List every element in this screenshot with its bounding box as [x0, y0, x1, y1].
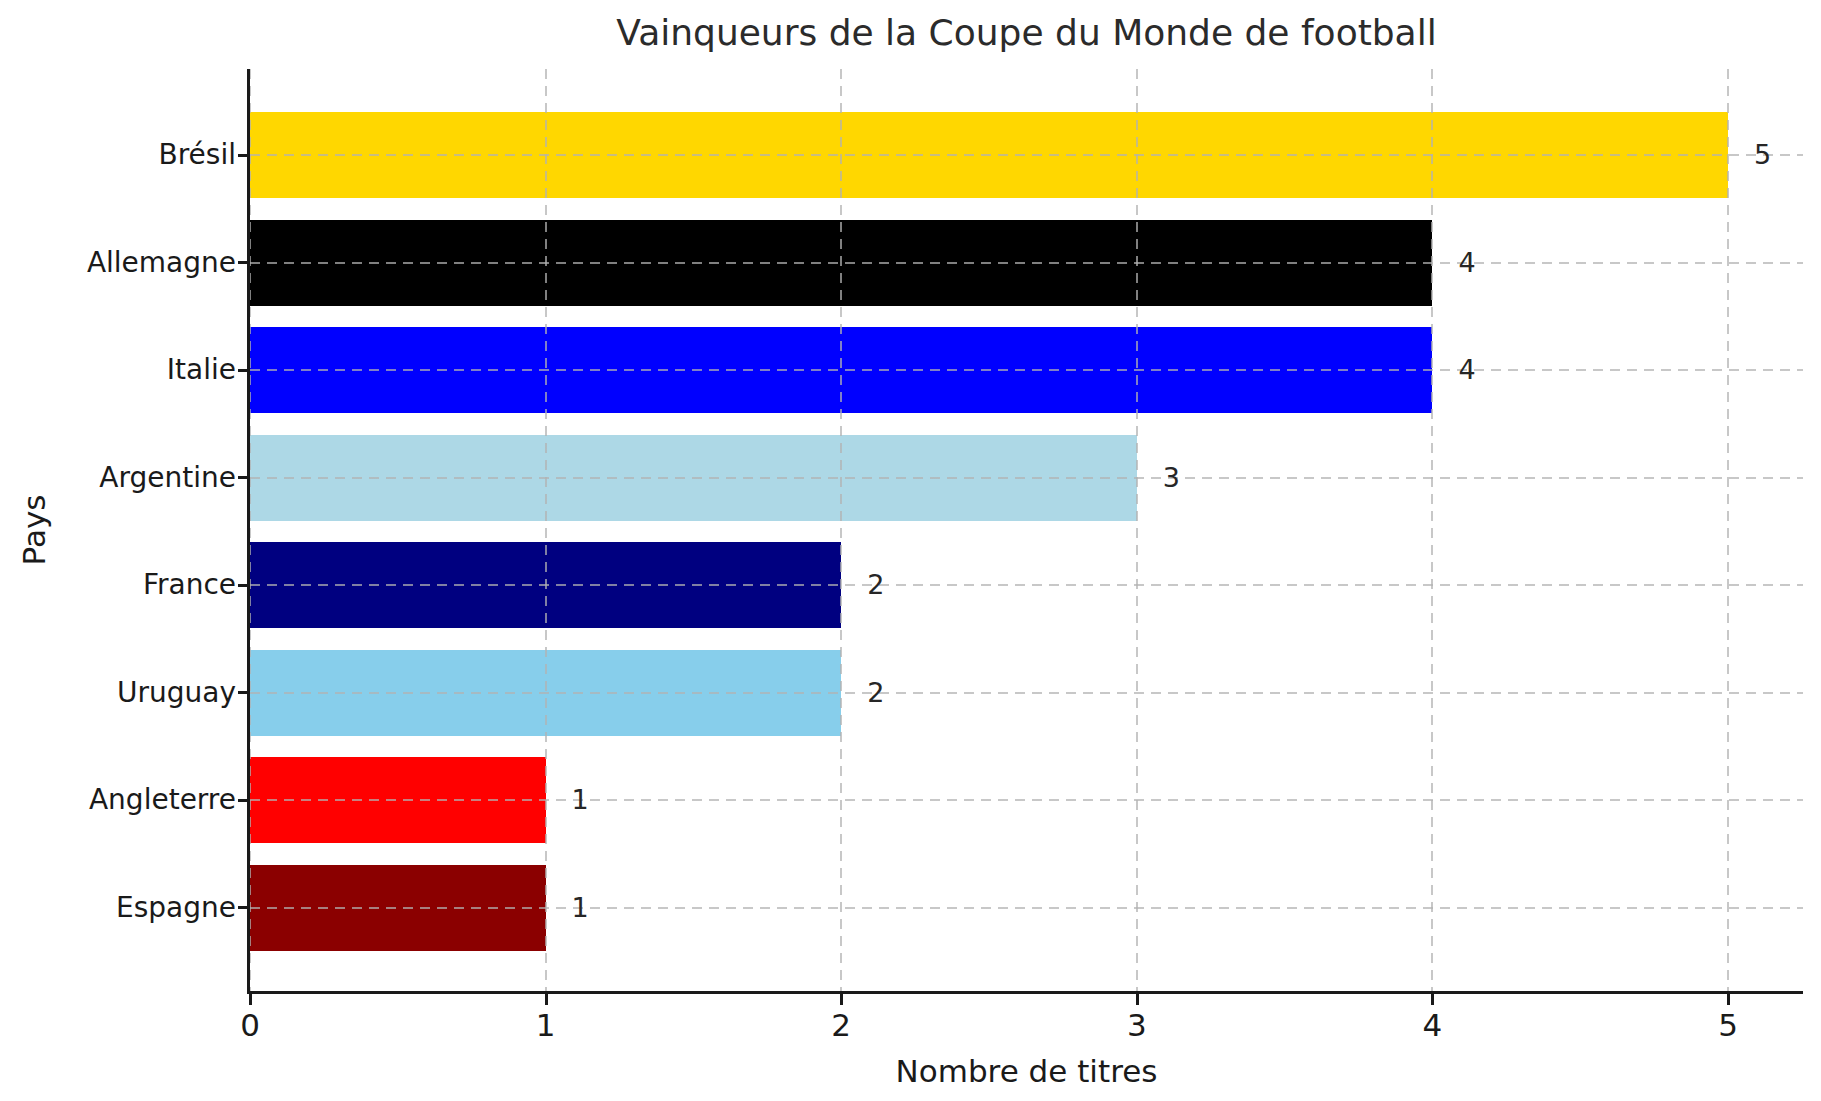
chart-title: Vainqueurs de la Coupe du Monde de footb… — [250, 10, 1803, 56]
y-tick-mark — [238, 799, 250, 802]
x-gridline — [840, 69, 842, 991]
bar-value-label: 2 — [867, 675, 884, 711]
x-tick-mark — [545, 993, 548, 1005]
bar-value-label: 1 — [572, 782, 589, 818]
y-gridline — [250, 477, 1803, 479]
y-tick-label: Allemagne — [0, 243, 236, 283]
y-gridline — [250, 154, 1803, 156]
x-gridline — [1136, 69, 1138, 991]
y-tick-mark — [238, 369, 250, 372]
y-gridline — [250, 262, 1803, 264]
y-tick-label: France — [0, 565, 236, 605]
bar-value-label: 3 — [1163, 460, 1180, 496]
x-gridline — [545, 69, 547, 991]
x-tick-mark — [1727, 993, 1730, 1005]
y-gridline — [250, 907, 1803, 909]
bar-value-label: 5 — [1754, 137, 1771, 173]
x-axis-spine — [247, 991, 1803, 994]
y-tick-label: Italie — [0, 350, 236, 390]
y-tick-label: Brésil — [0, 135, 236, 175]
y-tick-label: Angleterre — [0, 780, 236, 820]
x-tick-label: 3 — [1097, 1005, 1177, 1045]
y-axis-spine — [247, 69, 250, 994]
x-tick-mark — [249, 993, 252, 1005]
y-tick-mark — [238, 584, 250, 587]
x-tick-mark — [1136, 993, 1139, 1005]
y-tick-mark — [238, 906, 250, 909]
x-tick-label: 0 — [210, 1005, 290, 1045]
y-axis-label: Pays — [16, 495, 52, 566]
y-gridline — [250, 369, 1803, 371]
x-gridline — [1727, 69, 1729, 991]
x-axis-label: Nombre de titres — [250, 1050, 1803, 1092]
bar-value-label: 4 — [1458, 245, 1475, 281]
bar-value-label: 2 — [867, 567, 884, 603]
y-tick-mark — [238, 154, 250, 157]
bar-value-label: 1 — [572, 890, 589, 926]
y-gridline — [250, 799, 1803, 801]
y-gridline — [250, 584, 1803, 586]
x-tick-label: 4 — [1392, 1005, 1472, 1045]
x-tick-label: 5 — [1688, 1005, 1768, 1045]
plot-area — [250, 69, 1803, 991]
x-tick-label: 2 — [801, 1005, 881, 1045]
x-tick-mark — [840, 993, 843, 1005]
y-tick-mark — [238, 691, 250, 694]
x-tick-label: 1 — [506, 1005, 586, 1045]
y-tick-mark — [238, 261, 250, 264]
y-tick-label: Espagne — [0, 888, 236, 928]
x-gridline — [1431, 69, 1433, 991]
bar-value-label: 4 — [1458, 352, 1475, 388]
y-gridline — [250, 692, 1803, 694]
x-tick-mark — [1431, 993, 1434, 1005]
bar-chart-figure: Vainqueurs de la Coupe du Monde de footb… — [0, 0, 1821, 1101]
y-tick-label: Argentine — [0, 458, 236, 498]
y-tick-mark — [238, 476, 250, 479]
y-tick-label: Uruguay — [0, 673, 236, 713]
